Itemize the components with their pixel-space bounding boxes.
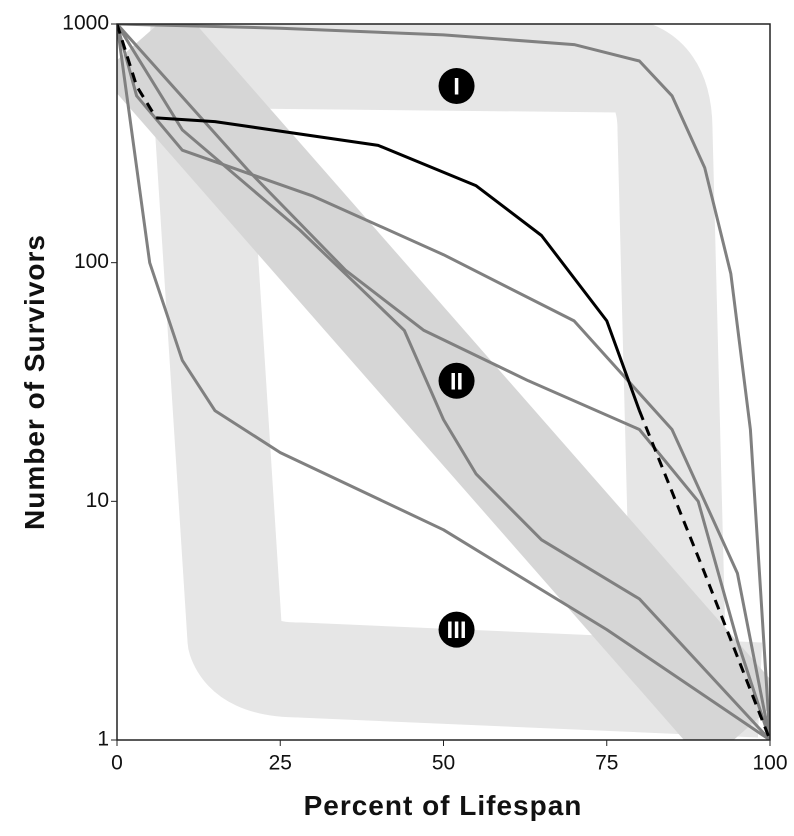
region-marker: [438, 362, 475, 399]
y-tick-label: 10: [86, 489, 109, 512]
y-axis-label: Number of Survivors: [19, 234, 50, 530]
x-tick-label: 0: [111, 752, 123, 775]
y-tick-label: 1: [97, 728, 109, 751]
region-label: I: [453, 73, 460, 100]
survivorship-line: [117, 24, 770, 740]
region-label: III: [447, 617, 467, 644]
x-tick-label: 25: [269, 752, 292, 775]
x-tick-label: 50: [432, 752, 455, 775]
survivorship-line: [117, 24, 770, 740]
y-tick-label: 1000: [62, 12, 109, 35]
survivorship-line: [117, 24, 158, 119]
survivorship-line: [117, 24, 770, 740]
region-marker: [438, 611, 475, 648]
survivorship-line: [117, 24, 770, 740]
region-label: II: [450, 368, 463, 395]
x-axis-label: Percent of Lifespan: [304, 790, 583, 821]
survivorship-line: [156, 116, 641, 412]
x-tick-label: 100: [752, 752, 787, 775]
survivorship-line: [117, 24, 770, 740]
x-tick-label: 75: [595, 752, 618, 775]
region-band: [149, 24, 728, 722]
survivorship-line: [638, 410, 770, 740]
region-marker: [438, 67, 475, 104]
y-tick-label: 100: [74, 250, 109, 273]
region-band: [152, 86, 763, 738]
